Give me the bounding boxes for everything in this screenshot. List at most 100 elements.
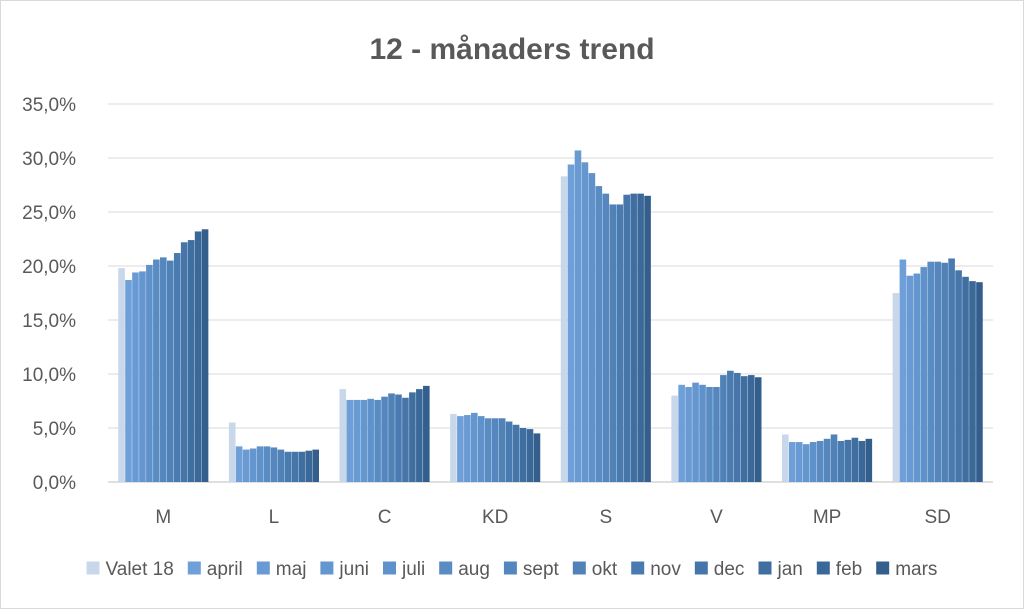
bar-v-okt [720,375,727,482]
bar-kd-juni [471,412,478,482]
x-category-label: V [710,507,723,528]
bar-mp-aug [816,440,824,482]
bar-sd-maj [906,275,914,482]
bar-v-sept [713,386,720,482]
bar-c-aug [374,399,381,482]
bar-m-dec [180,242,188,482]
legend-item: dec [694,559,745,580]
legend-swatch [572,561,586,575]
y-tick-label: 10,0% [22,365,76,386]
bar-c-jan [409,392,416,482]
legend-item: feb [816,559,862,580]
x-category-label: M [155,507,171,528]
legend-label: dec [714,559,745,580]
legend-item: maj [256,559,306,580]
bar-m-jan [187,240,195,482]
bar-mp-nov [837,440,845,482]
bar-mp-juni [802,444,810,482]
y-axis-ticks: 0,0% 5,0% 10,0% 15,0% 20,0% 25,0% 30,0% 35,0% [22,95,76,494]
bar-l-juli [256,446,264,482]
bar-mp-okt [830,434,838,482]
legend-label: april [207,559,243,580]
bar-sd-nov [948,258,955,482]
y-tick-label: 20,0% [22,257,76,278]
bar-kd-mars [533,433,541,482]
x-category-label: SD [924,507,950,528]
legend-swatch [256,561,270,575]
x-category-label: KD [482,507,508,528]
x-axis-categories: M L C KD S V MP SD [155,507,950,528]
bar-v-aug [706,386,713,482]
bar-kd-valet-18 [450,413,457,482]
bar-m-april [125,280,132,482]
legend-swatch [439,561,453,575]
chart-title: 12 - månaders trend [369,33,654,66]
bar-l-maj [242,449,250,482]
bar-kd-maj [464,415,471,482]
bar-mp-sept [823,438,831,482]
bar-mp-valet-18 [782,434,789,482]
bar-l-mars [312,449,319,482]
bar-c-april [346,399,354,482]
bar-sd-juli [920,267,928,482]
bar-l-jan [298,451,306,482]
bar-l-aug [263,446,271,482]
bar-s-valet-18 [560,176,568,483]
bar-v-maj [685,386,692,482]
bar-m-juli [146,264,153,482]
bar-v-juni [692,382,699,482]
bar-m-mars [201,229,209,482]
bar-m-nov [173,253,181,482]
bar-c-okt [388,393,395,482]
bar-mp-mars [865,438,873,482]
y-tick-label: 35,0% [22,95,76,116]
legend-swatch [694,561,708,575]
gridlines [108,103,993,483]
bar-sd-dec [955,270,962,482]
bar-kd-dec [512,424,520,482]
legend-item: april [187,559,243,580]
bar-kd-okt [498,418,506,482]
bar-sd-aug [927,261,935,482]
bar-kd-feb [526,429,534,482]
bars [118,150,983,483]
legend-label: nov [650,559,681,580]
legend-label: juni [338,559,369,580]
y-tick-label: 30,0% [22,149,76,170]
legend-item: nov [631,559,681,580]
bar-c-feb [416,389,423,482]
legend-label: juli [401,559,425,580]
bar-c-valet-18 [339,389,347,482]
bar-v-jan [740,376,748,482]
legend-swatch [758,561,772,575]
bar-m-juni [139,271,146,482]
x-category-label: L [269,507,280,528]
legend-swatch [816,561,830,575]
legend-label: Valet 18 [106,559,174,580]
bar-m-feb [194,231,202,482]
legend-label: sept [523,559,560,580]
bar-l-valet-18 [228,422,236,482]
legend-label: feb [836,559,862,580]
bar-kd-april [457,416,464,482]
legend-item: Valet 18 [86,559,174,580]
bar-s-jan [630,193,637,482]
bar-v-valet-18 [671,395,678,482]
legend-item: jan [758,559,803,580]
bar-m-sept [160,257,167,482]
bar-l-juni [249,448,257,482]
legend-label: mars [895,559,937,580]
bar-v-dec [734,372,741,482]
legend-label: jan [777,559,803,580]
y-tick-label: 0,0% [33,473,76,494]
bar-s-mars [644,195,651,483]
bar-s-aug [595,186,603,482]
bar-mp-jan [851,437,859,482]
x-category-label: C [378,507,392,528]
bar-c-maj [353,399,361,482]
bar-c-sept [381,396,388,482]
legend-item: juni [320,559,369,580]
bar-m-maj [132,272,139,482]
y-tick-label: 25,0% [22,203,76,224]
